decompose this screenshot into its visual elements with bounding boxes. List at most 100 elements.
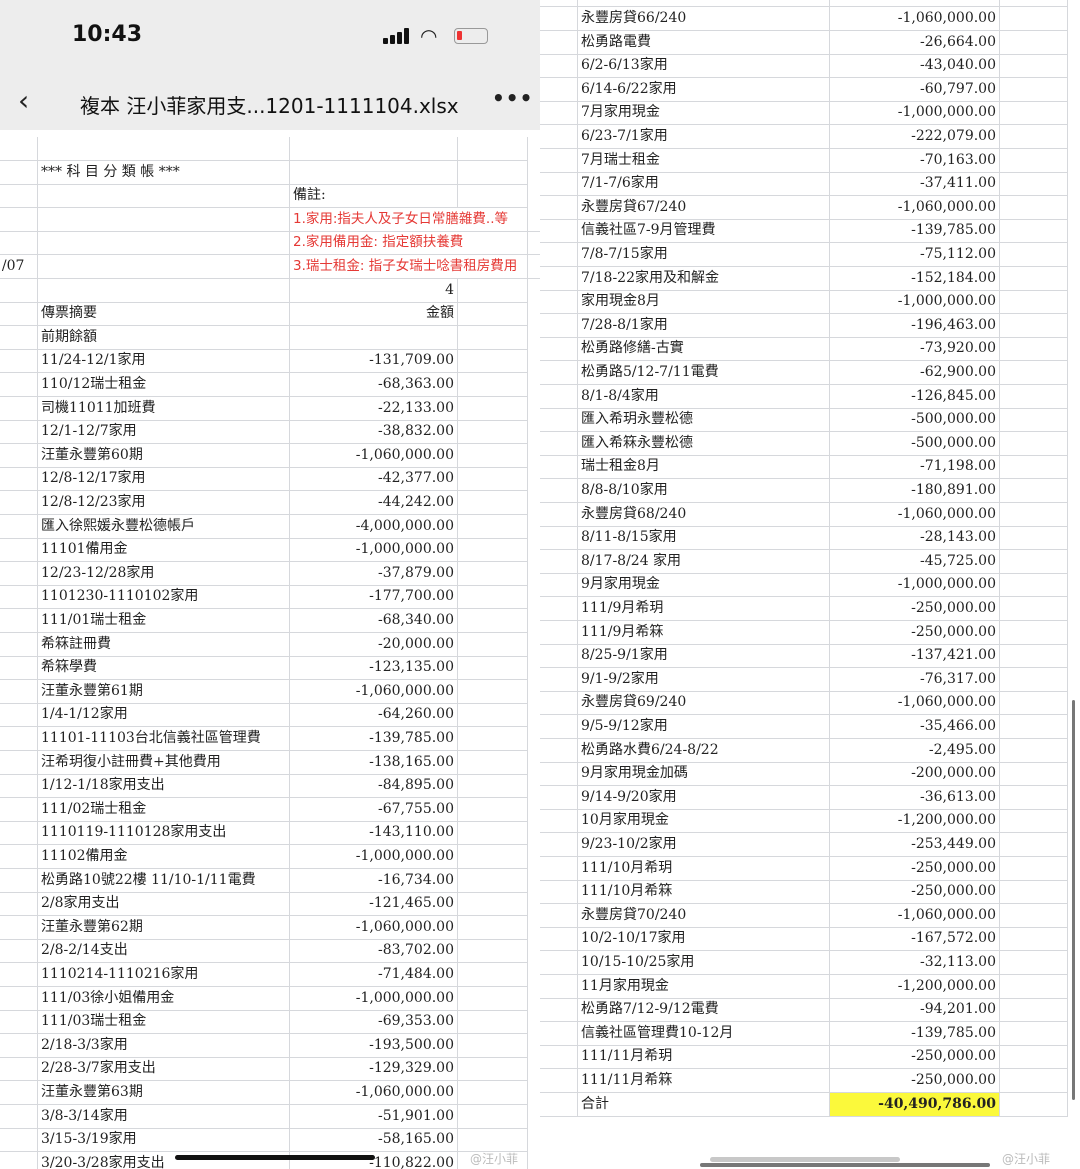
summary-cell[interactable]: 10/2-10/17家用 (578, 927, 830, 952)
amount-cell[interactable]: -123,135.00 (290, 656, 458, 681)
cell[interactable] (1000, 809, 1068, 834)
summary-cell[interactable]: 11101-11103台北信義社區管理費 (38, 727, 290, 751)
cell[interactable] (0, 1128, 38, 1153)
amount-cell[interactable]: -4,000,000.00 (290, 514, 458, 539)
cell[interactable] (540, 785, 578, 810)
cell[interactable] (1000, 148, 1068, 173)
cell[interactable] (0, 1151, 38, 1169)
cell[interactable] (540, 30, 578, 55)
cell[interactable] (458, 514, 528, 539)
amount-cell[interactable]: -20,000.00 (290, 632, 458, 657)
cell[interactable] (540, 337, 578, 362)
amount-cell[interactable]: -177,700.00 (290, 585, 458, 610)
summary-cell[interactable]: 永豐房貸67/240 (578, 195, 830, 220)
cell[interactable] (0, 491, 38, 515)
amount-cell[interactable]: -1,060,000.00 (290, 1081, 458, 1105)
amount-cell[interactable]: -1,060,000.00 (830, 903, 1000, 928)
cell[interactable] (1000, 526, 1068, 551)
cell[interactable] (458, 679, 528, 704)
cell[interactable] (38, 231, 290, 256)
cell[interactable] (578, 0, 830, 8)
cell[interactable] (540, 833, 578, 857)
cell[interactable] (540, 431, 578, 456)
cell[interactable] (540, 856, 578, 881)
amount-cell[interactable]: -1,060,000.00 (290, 915, 458, 940)
cell[interactable] (458, 396, 528, 421)
cell[interactable] (458, 986, 528, 1011)
amount-cell[interactable]: -62,900.00 (830, 361, 1000, 385)
cell[interactable] (458, 939, 528, 964)
summary-cell[interactable]: 6/23-7/1家用 (578, 125, 830, 149)
summary-cell[interactable]: 汪董永豐第63期 (38, 1081, 290, 1105)
cell[interactable] (1000, 620, 1068, 645)
summary-cell[interactable]: 111/03瑞士租金 (38, 1010, 290, 1035)
amount-cell[interactable]: -16,734.00 (290, 868, 458, 893)
cell[interactable] (0, 1057, 38, 1082)
cell[interactable] (458, 1081, 528, 1105)
summary-cell[interactable]: 永豐房貸66/240 (578, 7, 830, 31)
cell[interactable] (1000, 479, 1068, 503)
cell[interactable] (1000, 243, 1068, 267)
summary-cell[interactable]: 信義社區7-9月管理費 (578, 219, 830, 244)
summary-cell[interactable]: 111/9月希箖 (578, 620, 830, 645)
cell[interactable] (0, 231, 38, 256)
cell[interactable] (38, 184, 290, 209)
cell[interactable] (0, 963, 38, 987)
amount-cell[interactable]: -1,200,000.00 (830, 809, 1000, 834)
cell[interactable] (1000, 266, 1068, 291)
summary-cell[interactable]: 8/25-9/1家用 (578, 644, 830, 669)
amount-cell[interactable]: -139,785.00 (830, 1021, 1000, 1046)
cell[interactable] (1000, 715, 1068, 739)
summary-cell[interactable]: 1/12-1/18家用支出 (38, 774, 290, 799)
summary-cell[interactable]: 11月家用現金 (578, 974, 830, 999)
amount-cell[interactable]: -167,572.00 (830, 927, 1000, 952)
summary-cell[interactable]: 9月家用現金加碼 (578, 762, 830, 787)
summary-cell[interactable]: 匯入希箖永豐松德 (578, 431, 830, 456)
cell[interactable] (540, 1021, 578, 1046)
more-dots-icon[interactable]: ••• (492, 86, 534, 110)
amount-cell[interactable]: -26,664.00 (830, 30, 1000, 55)
summary-cell[interactable]: 汪董永豐第61期 (38, 679, 290, 704)
amount-cell[interactable]: -500,000.00 (830, 408, 1000, 433)
cell[interactable] (0, 420, 38, 445)
summary-cell[interactable]: 9月家用現金 (578, 573, 830, 598)
cell[interactable] (458, 703, 528, 728)
cell[interactable] (1000, 195, 1068, 220)
amount-cell[interactable]: -121,465.00 (290, 892, 458, 917)
amount-cell[interactable]: -1,000,000.00 (830, 290, 1000, 315)
amount-cell[interactable]: -222,079.00 (830, 125, 1000, 149)
cell[interactable] (540, 667, 578, 692)
sheet-title[interactable]: *** 科 目 分 類 帳 *** (38, 160, 290, 185)
cell[interactable] (540, 691, 578, 716)
amount-cell[interactable]: -139,785.00 (830, 219, 1000, 244)
cell[interactable] (1000, 77, 1068, 102)
cell[interactable] (540, 597, 578, 621)
cell[interactable] (458, 892, 528, 917)
summary-cell[interactable]: 匯入希玥永豐松德 (578, 408, 830, 433)
summary-cell[interactable]: 永豐房貸68/240 (578, 502, 830, 527)
cell[interactable] (458, 561, 528, 586)
amount-cell[interactable]: -250,000.00 (830, 1069, 1000, 1093)
cell[interactable] (458, 467, 528, 492)
cell[interactable] (540, 998, 578, 1023)
cell[interactable] (458, 207, 528, 232)
summary-cell[interactable]: 111/11月希箖 (578, 1069, 830, 1093)
summary-cell[interactable]: 1110214-1110216家用 (38, 963, 290, 987)
cell[interactable] (0, 1033, 38, 1058)
cell[interactable] (540, 313, 578, 338)
summary-cell[interactable]: 6/2-6/13家用 (578, 54, 830, 79)
cell[interactable] (540, 101, 578, 126)
cell[interactable] (540, 195, 578, 220)
cell[interactable] (540, 290, 578, 315)
amount-cell[interactable]: -68,340.00 (290, 609, 458, 633)
cell[interactable] (540, 455, 578, 480)
cell[interactable] (540, 738, 578, 763)
summary-cell[interactable]: 3/15-3/19家用 (38, 1128, 290, 1153)
amount-cell[interactable]: -137,421.00 (830, 644, 1000, 669)
cell[interactable] (540, 809, 578, 834)
cell[interactable] (1000, 172, 1068, 197)
cell[interactable] (290, 160, 458, 185)
summary-cell[interactable]: 111/9月希玥 (578, 597, 830, 621)
cell[interactable] (1000, 1092, 1068, 1117)
cell[interactable] (0, 750, 38, 775)
